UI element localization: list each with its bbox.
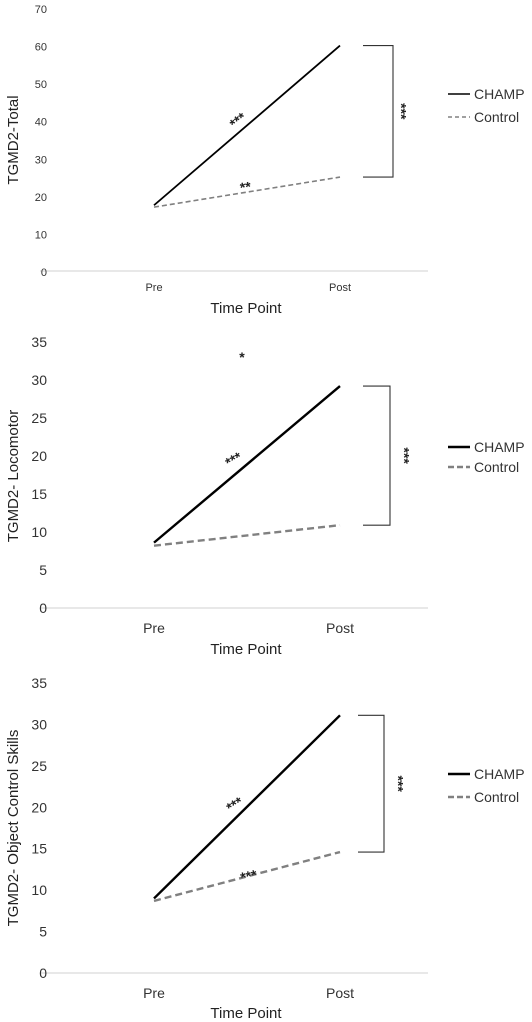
y-tick-label: 35 bbox=[31, 334, 47, 350]
y-tick-label: 10 bbox=[31, 524, 47, 540]
significance-between: *** bbox=[396, 447, 412, 464]
legend-label-control: Control bbox=[474, 109, 519, 125]
y-axis-title: TGMD2- Object Control Skills bbox=[5, 730, 22, 927]
legend-label-control: Control bbox=[474, 789, 519, 805]
legend-label-champ: CHAMP bbox=[474, 766, 525, 782]
legend-label-champ: CHAMP bbox=[474, 439, 525, 455]
legend-label-champ: CHAMP bbox=[474, 86, 525, 102]
legend-label-control: Control bbox=[474, 459, 519, 475]
x-tick-label: Pre bbox=[145, 282, 162, 294]
series-line-champ bbox=[153, 714, 341, 900]
y-tick-label: 5 bbox=[39, 562, 47, 578]
chart-panel-1: 0 10 20 30 40 50 60 70 Pre Post Time Point TGMD2-To… bbox=[5, 4, 525, 317]
series-line-control bbox=[153, 850, 341, 903]
significance-control: ** bbox=[239, 178, 253, 195]
significance-control: *** bbox=[239, 866, 259, 885]
x-tick-label: Post bbox=[326, 620, 354, 636]
y-tick-label: 20 bbox=[31, 799, 47, 815]
y-tick-label: 40 bbox=[35, 117, 47, 129]
x-axis-title: Time Point bbox=[210, 300, 282, 317]
x-tick-label: Pre bbox=[143, 620, 165, 636]
significance-control: * bbox=[239, 349, 245, 365]
chart-panel-2: 0 5 10 15 20 25 30 35 Pre Post Time Point TGMD2- Lo… bbox=[5, 334, 525, 658]
significance-champ: *** bbox=[222, 448, 245, 470]
y-tick-label: 5 bbox=[39, 924, 47, 940]
y-tick-label: 70 bbox=[35, 4, 47, 16]
series-line-control bbox=[153, 523, 341, 547]
chart-panel-3: 0 5 10 15 20 25 30 35 Pre Post Time Point TGMD2- Ob… bbox=[5, 675, 525, 1022]
y-axis-title: TGMD2- Locomotor bbox=[5, 410, 22, 543]
series-line-champ bbox=[153, 44, 341, 206]
y-tick-label: 0 bbox=[39, 600, 47, 616]
y-tick-label: 60 bbox=[35, 42, 47, 54]
y-tick-label: 10 bbox=[31, 882, 47, 898]
y-tick-label: 0 bbox=[39, 965, 47, 981]
y-tick-label: 30 bbox=[31, 716, 47, 732]
y-tick-label: 35 bbox=[31, 675, 47, 691]
significance-bracket bbox=[363, 385, 391, 526]
y-tick-label: 50 bbox=[35, 79, 47, 91]
y-tick-label: 20 bbox=[31, 448, 47, 464]
x-axis-title: Time Point bbox=[210, 1005, 282, 1022]
x-tick-label: Post bbox=[329, 282, 351, 294]
significance-between: *** bbox=[393, 103, 409, 120]
significance-bracket bbox=[363, 45, 394, 178]
y-tick-label: 20 bbox=[35, 192, 47, 204]
y-tick-label: 10 bbox=[35, 229, 47, 241]
y-tick-label: 0 bbox=[41, 267, 47, 279]
significance-between: *** bbox=[390, 775, 406, 792]
y-axis-title: TGMD2-Total bbox=[5, 95, 22, 184]
x-tick-label: Pre bbox=[143, 985, 165, 1001]
significance-bracket bbox=[358, 714, 385, 853]
y-tick-label: 30 bbox=[35, 154, 47, 166]
y-tick-label: 15 bbox=[31, 486, 47, 502]
x-tick-label: Post bbox=[326, 985, 354, 1001]
significance-champ: *** bbox=[226, 109, 249, 132]
y-tick-label: 25 bbox=[31, 758, 47, 774]
y-tick-label: 15 bbox=[31, 841, 47, 857]
series-line-champ bbox=[153, 385, 341, 544]
y-tick-label: 30 bbox=[31, 372, 47, 388]
y-tick-label: 25 bbox=[31, 410, 47, 426]
x-axis-title: Time Point bbox=[210, 641, 282, 658]
significance-champ: *** bbox=[223, 793, 246, 816]
